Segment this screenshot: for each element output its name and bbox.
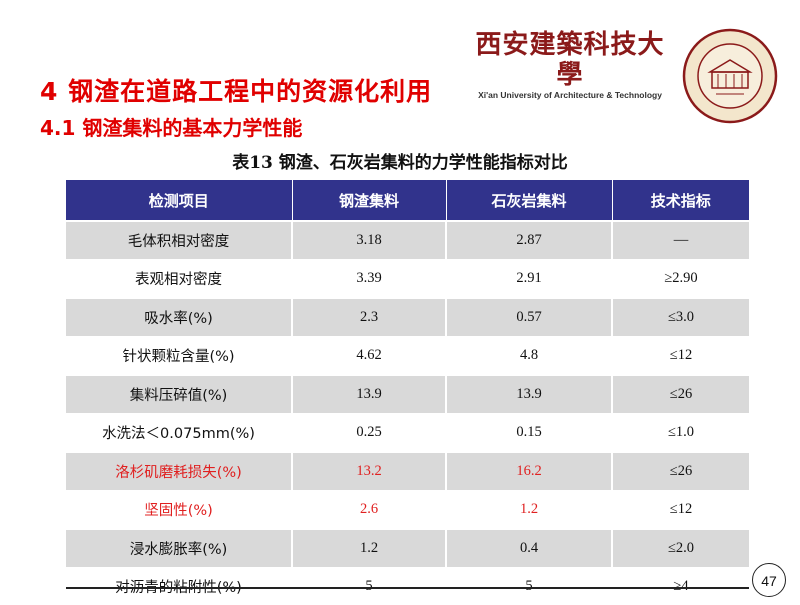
header-test-item: 检测项目 bbox=[66, 180, 292, 221]
cell-limestone: 0.15 bbox=[446, 414, 612, 453]
cell-limestone: 13.9 bbox=[446, 375, 612, 414]
cell-limestone: 0.57 bbox=[446, 298, 612, 337]
slide-subtitle: 4.1 钢渣集料的基本力学性能 bbox=[40, 112, 302, 141]
cell-test-item: 坚固性(%) bbox=[66, 491, 292, 530]
cell-spec: ≤3.0 bbox=[612, 298, 749, 337]
header-limestone: 石灰岩集料 bbox=[446, 180, 612, 221]
university-name-cn: 西安建築科技大學 bbox=[470, 30, 670, 90]
cell-steel-slag: 2.6 bbox=[292, 491, 446, 530]
cell-steel-slag: 0.25 bbox=[292, 414, 446, 453]
university-name-en: Xi'an University of Architecture & Techn… bbox=[470, 90, 670, 100]
university-logo-text: 西安建築科技大學 Xi'an University of Architectur… bbox=[470, 30, 670, 100]
cell-limestone: 2.91 bbox=[446, 260, 612, 299]
cell-steel-slag: 4.62 bbox=[292, 337, 446, 376]
slide-title: 4 钢渣在道路工程中的资源化利用 bbox=[40, 72, 432, 108]
cell-test-item: 针状颗粒含量(%) bbox=[66, 337, 292, 376]
cell-limestone: 4.8 bbox=[446, 337, 612, 376]
cell-steel-slag: 3.18 bbox=[292, 221, 446, 260]
cell-steel-slag: 2.3 bbox=[292, 298, 446, 337]
table-caption: 表13 钢渣、石灰岩集料的力学性能指标对比 bbox=[0, 148, 800, 173]
cell-spec: ≤26 bbox=[612, 375, 749, 414]
cell-spec: ≤12 bbox=[612, 491, 749, 530]
university-seal-icon bbox=[682, 28, 778, 124]
cell-steel-slag: 3.39 bbox=[292, 260, 446, 299]
cell-test-item: 浸水膨胀率(%) bbox=[66, 529, 292, 568]
cell-test-item: 吸水率(%) bbox=[66, 298, 292, 337]
cell-spec: ≤1.0 bbox=[612, 414, 749, 453]
cell-test-item: 洛杉矶磨耗损失(%) bbox=[66, 452, 292, 491]
table-bottom-rule bbox=[66, 587, 749, 589]
cell-test-item: 毛体积相对密度 bbox=[66, 221, 292, 260]
cell-steel-slag: 13.9 bbox=[292, 375, 446, 414]
cell-limestone: 1.2 bbox=[446, 491, 612, 530]
cell-limestone: 16.2 bbox=[446, 452, 612, 491]
cell-spec: ≤12 bbox=[612, 337, 749, 376]
page-number: 47 bbox=[752, 563, 786, 597]
cell-spec: ≥2.90 bbox=[612, 260, 749, 299]
cell-spec: — bbox=[612, 221, 749, 260]
cell-spec: ≤26 bbox=[612, 452, 749, 491]
header-steel-slag: 钢渣集料 bbox=[292, 180, 446, 221]
cell-spec: ≤2.0 bbox=[612, 529, 749, 568]
table-header-row: 检测项目 钢渣集料 石灰岩集料 技术指标 bbox=[66, 180, 749, 221]
cell-steel-slag: 1.2 bbox=[292, 529, 446, 568]
cell-test-item: 表观相对密度 bbox=[66, 260, 292, 299]
cell-test-item: 水洗法＜0.075mm(%) bbox=[66, 414, 292, 453]
cell-limestone: 0.4 bbox=[446, 529, 612, 568]
cell-test-item: 集料压碎值(%) bbox=[66, 375, 292, 414]
header-spec: 技术指标 bbox=[612, 180, 749, 221]
cell-limestone: 2.87 bbox=[446, 221, 612, 260]
cell-steel-slag: 13.2 bbox=[292, 452, 446, 491]
